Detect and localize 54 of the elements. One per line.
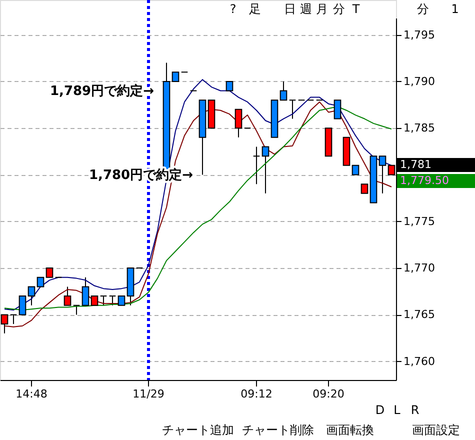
- candlestick: [280, 80, 288, 101]
- candlestick: [82, 276, 90, 306]
- candlestick: [226, 80, 234, 92]
- text: チャート削除: [242, 423, 314, 437]
- candlestick: [234, 108, 242, 138]
- x-tick-label: 11/29: [132, 388, 164, 400]
- text: 足: [249, 2, 261, 16]
- text: D: [375, 403, 385, 417]
- candlestick: [172, 72, 180, 82]
- candlestick: [10, 314, 18, 325]
- candlestick: [64, 286, 72, 306]
- text: 1,781: [400, 158, 432, 171]
- text: 1,779.50: [400, 174, 449, 187]
- candlestick: [118, 296, 126, 306]
- text: L: [394, 403, 401, 417]
- candlestick: [288, 100, 296, 120]
- y-tick-label: 1,765: [404, 308, 435, 322]
- text: R: [410, 403, 420, 417]
- text: T: [351, 2, 360, 16]
- candlestick: [108, 296, 116, 306]
- text: 画面設定: [412, 423, 460, 437]
- text: 週: [300, 2, 312, 16]
- y-tick-label: 1,760: [404, 354, 435, 368]
- y-tick-label: 1,785: [404, 122, 435, 135]
- text: チャート追加: [162, 423, 234, 437]
- candlestick: [28, 286, 36, 306]
- candlestick: [378, 156, 386, 194]
- candlestick: [46, 268, 54, 278]
- candlestick: [72, 304, 80, 316]
- y-tick-label: 1,790: [404, 74, 435, 88]
- text: 日: [284, 2, 296, 16]
- x-tick-label: 09:20: [312, 388, 344, 400]
- text: 1: [451, 2, 459, 16]
- y-tick-label: 1,775: [404, 214, 435, 228]
- text: 月: [316, 2, 328, 16]
- candlestick: [18, 296, 26, 316]
- candlestick: [36, 276, 44, 288]
- text: 画面転換: [326, 423, 374, 437]
- x-tick-label: 14:48: [16, 388, 48, 400]
- candlestick: [360, 184, 368, 194]
- candlestick: [334, 100, 342, 120]
- candlestick: [0, 314, 8, 334]
- text: 分: [333, 2, 345, 16]
- y-tick-label: 1,770: [404, 262, 435, 275]
- candlestick: [262, 146, 270, 194]
- candlestick: [90, 296, 98, 306]
- candlestick: [352, 164, 360, 176]
- annotation: 1,789円で約定→: [50, 83, 154, 99]
- y-tick-label: 1,795: [404, 28, 435, 42]
- candlestick: [100, 296, 108, 306]
- x-tick-label: 09:12: [240, 388, 272, 400]
- text: 分: [417, 2, 429, 16]
- text: ?: [230, 2, 236, 16]
- candlestick: [252, 146, 260, 185]
